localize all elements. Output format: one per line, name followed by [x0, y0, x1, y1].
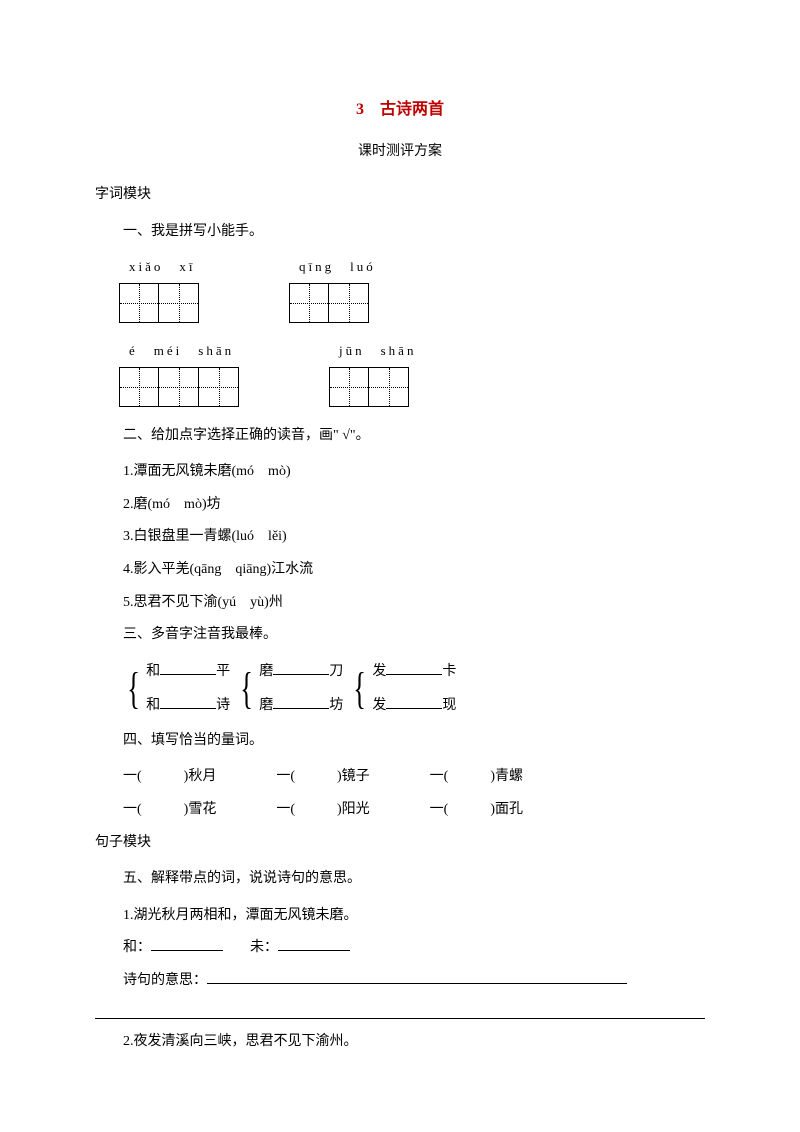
brace-icon: {	[127, 667, 140, 711]
question-item: 2.磨(mó mò)坊	[95, 492, 705, 519]
q5-1-keywords: 和： 未：	[95, 935, 705, 962]
q5-1-meaning: 诗句的意思：	[95, 968, 705, 995]
polyphone-groups: { 和平 和诗 { 磨刀 磨坊 { 发卡 发现	[95, 659, 705, 720]
char-grid	[119, 367, 239, 407]
quant-item: 一( )镜子	[276, 764, 369, 791]
module-2-label: 句子模块	[95, 830, 705, 857]
poly-line: 发卡	[372, 659, 456, 686]
page-title: 3 古诗两首	[95, 95, 705, 125]
poly-line: 和诗	[146, 693, 230, 720]
quantifier-row: 一( )雪花 一( )阳光 一( )面孔	[95, 797, 705, 824]
char-cell[interactable]	[119, 283, 159, 323]
section-1-heading: 一、我是拼写小能手。	[95, 219, 705, 246]
quant-item: 一( )青螺	[430, 764, 523, 791]
question-item: 3.白银盘里一青螺(luó lěi)	[95, 524, 705, 551]
quantifier-row: 一( )秋月 一( )镜子 一( )青螺	[95, 764, 705, 791]
poly-group: { 和平 和诗	[123, 659, 230, 720]
question-item: 4.影入平羌(qāng qiāng)江水流	[95, 557, 705, 584]
char-cell[interactable]	[119, 367, 159, 407]
section-2-heading: 二、给加点字选择正确的读音，画" √"。	[95, 423, 705, 450]
char-cell[interactable]	[329, 283, 369, 323]
char-grid	[329, 367, 409, 407]
char-cell[interactable]	[289, 283, 329, 323]
pinyin-unit: xiǎo xī	[119, 255, 199, 323]
section-5-heading: 五、解释带点的词，说说诗句的意思。	[95, 866, 705, 893]
char-grid	[289, 283, 369, 323]
poly-line: 和平	[146, 659, 230, 686]
char-cell[interactable]	[329, 367, 369, 407]
section-4-heading: 四、填写恰当的量词。	[95, 728, 705, 755]
pinyin-label: jūn shān	[329, 339, 416, 364]
char-cell[interactable]	[159, 283, 199, 323]
pinyin-row-2: é méi shān jūn shān	[119, 339, 705, 407]
brace-icon: {	[353, 667, 366, 711]
pinyin-unit: jūn shān	[329, 339, 416, 407]
quant-item: 一( )雪花	[123, 797, 216, 824]
quant-item: 一( )阳光	[276, 797, 369, 824]
char-grid	[119, 283, 199, 323]
pinyin-label: qīng luó	[289, 255, 376, 280]
module-1-label: 字词模块	[95, 182, 705, 209]
q5-1-meaning-cont	[95, 1005, 705, 1019]
brace-icon: {	[240, 667, 253, 711]
poly-group: { 发卡 发现	[349, 659, 456, 720]
section-3-heading: 三、多音字注音我最棒。	[95, 622, 705, 649]
pinyin-label: é méi shān	[119, 339, 234, 364]
quant-item: 一( )秋月	[123, 764, 216, 791]
poly-group: { 磨刀 磨坊	[236, 659, 343, 720]
question-item: 1.潭面无风镜未磨(mó mò)	[95, 459, 705, 486]
pinyin-unit: qīng luó	[289, 255, 376, 323]
char-cell[interactable]	[199, 367, 239, 407]
question-item: 5.思君不见下渝(yú yù)州	[95, 590, 705, 617]
quant-item: 一( )面孔	[430, 797, 523, 824]
char-cell[interactable]	[369, 367, 409, 407]
pinyin-label: xiǎo xī	[119, 255, 196, 280]
q5-1-line: 1.湖光秋月两相和，潭面无风镜未磨。	[95, 903, 705, 930]
pinyin-unit: é méi shān	[119, 339, 239, 407]
q5-2-line: 2.夜发清溪向三峡，思君不见下渝州。	[95, 1029, 705, 1056]
poly-line: 磨刀	[259, 659, 343, 686]
poly-line: 发现	[372, 693, 456, 720]
page-subtitle: 课时测评方案	[95, 139, 705, 166]
pinyin-row-1: xiǎo xī qīng luó	[119, 255, 705, 323]
poly-line: 磨坊	[259, 693, 343, 720]
char-cell[interactable]	[159, 367, 199, 407]
